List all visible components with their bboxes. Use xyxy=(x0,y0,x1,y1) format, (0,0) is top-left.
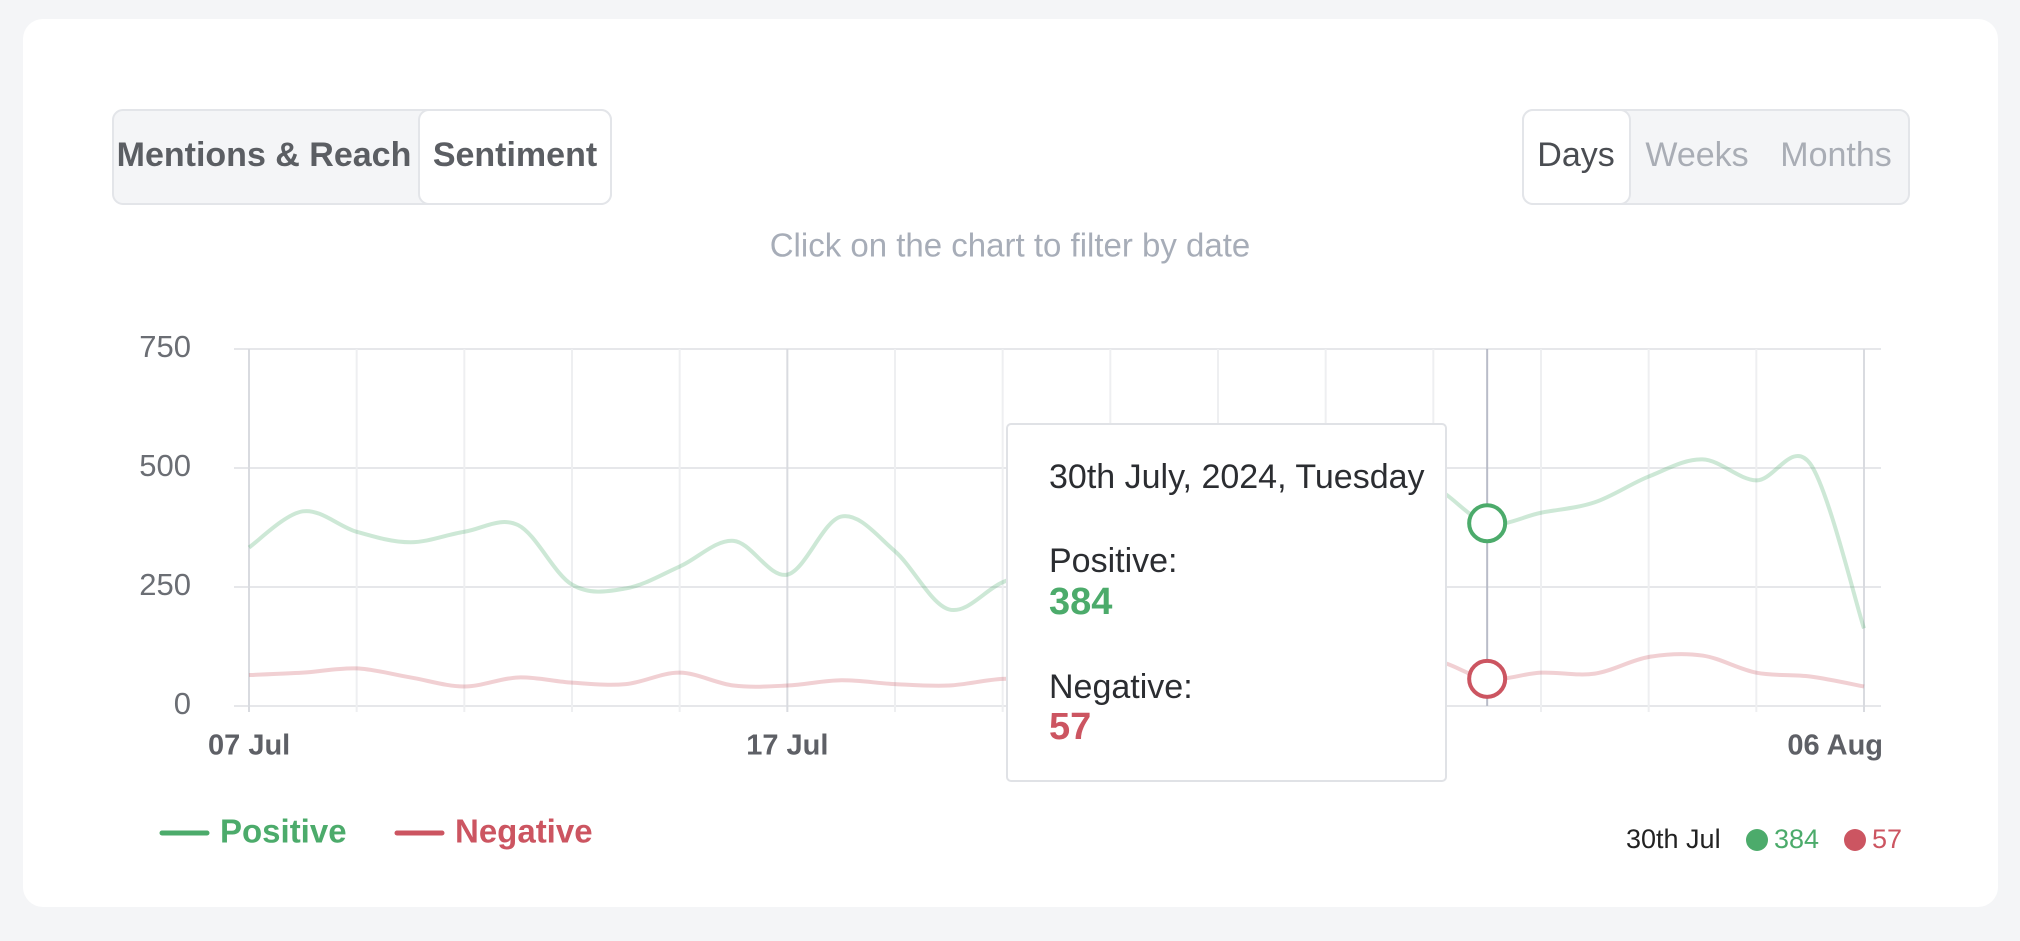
readout: 384 57 xyxy=(1746,824,1902,854)
readout-dot xyxy=(1844,829,1866,851)
tooltip-box xyxy=(1006,423,1447,782)
hint: Click on the chart to filter by date xyxy=(770,227,1251,264)
tooltip-label: Positive: xyxy=(1049,542,1178,580)
readout-date: 30th Jul xyxy=(1626,824,1721,854)
legend-label: Positive xyxy=(220,813,347,850)
tooltip-value: 384 xyxy=(1049,581,1112,623)
x-tick-label: 17 Jul xyxy=(746,730,828,762)
y-tick-label: 250 xyxy=(139,567,191,602)
readout-value: 384 xyxy=(1774,824,1819,854)
readout-value: 57 xyxy=(1872,824,1902,854)
tab[interactable]: Mentions & Reach xyxy=(117,136,412,174)
hover-point xyxy=(1467,503,1508,544)
x-tick-label: 07 Jul xyxy=(208,730,290,762)
period[interactable]: Weeks xyxy=(1645,136,1748,174)
readout-dot xyxy=(1746,829,1768,851)
tooltip: 30th July, 2024, Tuesday Positive: 384 N… xyxy=(1006,423,1447,782)
period-selected-bg xyxy=(1522,109,1631,205)
tooltip-value: 57 xyxy=(1049,706,1091,748)
x-tick-label: 06 Aug xyxy=(1787,730,1883,762)
legend: Positive Negative xyxy=(159,813,593,850)
period[interactable]: Days xyxy=(1537,136,1614,174)
tab-selected-bg xyxy=(418,109,612,205)
tooltip-title: 30th July, 2024, Tuesday xyxy=(1049,458,1425,496)
y-tick-label: 750 xyxy=(139,329,191,364)
plot[interactable]: 0 250 500 750 07 Jul 17 Jul 06 Aug xyxy=(139,329,1883,761)
y-tick-label: 500 xyxy=(139,448,191,483)
tab[interactable]: Sentiment xyxy=(433,136,597,174)
tooltip-label: Negative: xyxy=(1049,668,1193,706)
legend-label: Negative xyxy=(455,813,593,850)
y-tick-label: 0 xyxy=(174,686,191,721)
hover-point xyxy=(1467,658,1508,699)
period[interactable]: Months xyxy=(1780,136,1892,174)
